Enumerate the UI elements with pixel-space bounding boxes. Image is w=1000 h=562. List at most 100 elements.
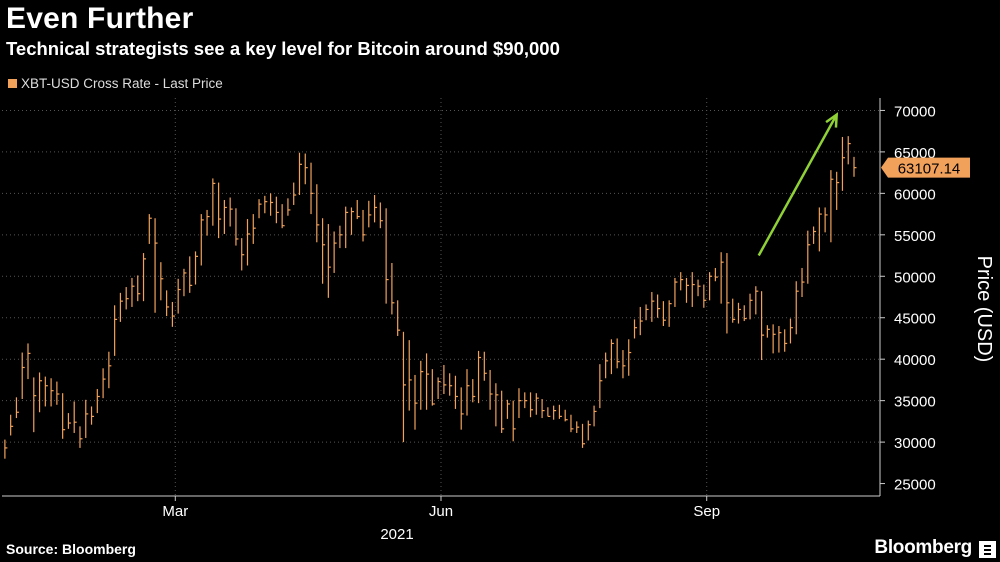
price-bar	[414, 374, 418, 430]
price-bar	[529, 392, 534, 418]
price-bar	[483, 351, 487, 381]
price-bar	[581, 423, 586, 448]
price-bar	[264, 195, 268, 214]
price-bar	[685, 277, 689, 303]
price-bar	[593, 405, 597, 427]
price-bar	[200, 214, 204, 266]
y-axis-title: Price (USD)	[973, 256, 995, 363]
price-bar	[142, 253, 147, 302]
legend: XBT-USD Cross Rate - Last Price	[8, 76, 223, 91]
price-bar	[420, 360, 424, 410]
price-bar	[703, 284, 707, 308]
price-bar	[56, 381, 60, 405]
price-bar	[362, 209, 366, 242]
price-bar	[784, 329, 788, 352]
chart-subtitle: Technical strategists see a key level fo…	[6, 38, 560, 59]
price-bar	[21, 352, 25, 399]
price-bar	[397, 300, 401, 336]
price-bar	[824, 207, 828, 233]
price-bar	[327, 224, 331, 298]
price-bar	[10, 414, 14, 436]
price-bar	[339, 225, 343, 249]
price-bar	[4, 439, 8, 459]
price-bar	[853, 156, 857, 177]
price-bar	[477, 350, 482, 404]
price-bar	[651, 292, 655, 322]
price-bar	[235, 208, 239, 246]
price-bar	[229, 197, 233, 227]
price-bar	[449, 373, 453, 396]
price-bar	[628, 339, 632, 376]
price-bar	[148, 214, 152, 244]
price-bar	[281, 204, 285, 229]
price-bar	[431, 369, 435, 406]
price-bar	[714, 267, 718, 282]
price-bar	[610, 339, 614, 375]
x-tick-label: Sep	[693, 503, 720, 520]
y-tick-label: 70000	[894, 103, 936, 120]
trend-arrow	[757, 112, 839, 257]
price-bar	[67, 413, 71, 429]
axes: 25000 30000 35000 40000 45000 50000 55000 60000…	[2, 98, 995, 543]
price-bar	[131, 277, 135, 307]
price-bar	[223, 199, 227, 234]
y-tick-label: 45000	[894, 311, 936, 328]
price-bar	[246, 219, 250, 266]
price-bar	[425, 353, 430, 410]
price-bar	[62, 393, 66, 439]
price-bar	[368, 200, 372, 228]
price-bar	[443, 364, 447, 395]
price-bar	[558, 404, 562, 419]
price-bar	[333, 231, 337, 273]
price-bar	[818, 207, 822, 252]
chart-title: Even Further	[6, 2, 194, 35]
y-tick-label: 40000	[894, 352, 936, 369]
price-bar	[518, 388, 522, 419]
price-bar	[639, 306, 643, 336]
price-bar	[789, 318, 793, 344]
price-bar	[680, 272, 684, 291]
price-bar	[587, 420, 591, 441]
price-bar	[564, 409, 568, 422]
price-bar	[489, 369, 493, 410]
price-bar	[27, 343, 31, 380]
price-bar	[437, 377, 441, 399]
price-bar	[108, 351, 112, 389]
price-bar	[553, 405, 557, 420]
price-bar	[512, 400, 516, 442]
price-bar	[137, 275, 141, 302]
price-bar	[778, 326, 782, 353]
y-tick-label: 55000	[894, 228, 936, 245]
price-bar	[472, 379, 476, 403]
price-bar	[645, 304, 649, 321]
price-bar	[541, 398, 545, 419]
price-bar	[633, 319, 638, 339]
price-bar	[766, 325, 770, 338]
price-bar	[38, 372, 43, 413]
price-bar	[732, 298, 736, 323]
price-bar	[726, 253, 730, 334]
y-tick-label: 50000	[894, 269, 936, 286]
price-bar	[622, 350, 626, 379]
price-bar	[125, 287, 129, 310]
price-bar	[720, 252, 724, 304]
price-bar	[345, 206, 349, 249]
bloomberg-logo: Bloomberg	[874, 537, 972, 558]
price-bar	[275, 196, 279, 224]
price-bar	[454, 375, 458, 409]
legend-label: XBT-USD Cross Rate - Last Price	[21, 76, 223, 91]
last-price-label: 63107.14	[898, 161, 961, 178]
price-bar	[96, 389, 100, 414]
price-bar	[616, 338, 620, 369]
last-price-label-group: 63107.14	[881, 157, 970, 178]
price-bar	[408, 340, 412, 411]
price-bar	[44, 376, 48, 407]
y-tick-label: 30000	[894, 435, 936, 452]
price-bar	[316, 184, 320, 243]
source-note: Source: Bloomberg	[6, 541, 136, 557]
price-bar	[570, 414, 574, 433]
x-year-label: 2021	[380, 526, 413, 543]
price-bar	[189, 256, 193, 293]
x-tick-label: Mar	[162, 503, 188, 520]
price-bar	[119, 292, 123, 322]
